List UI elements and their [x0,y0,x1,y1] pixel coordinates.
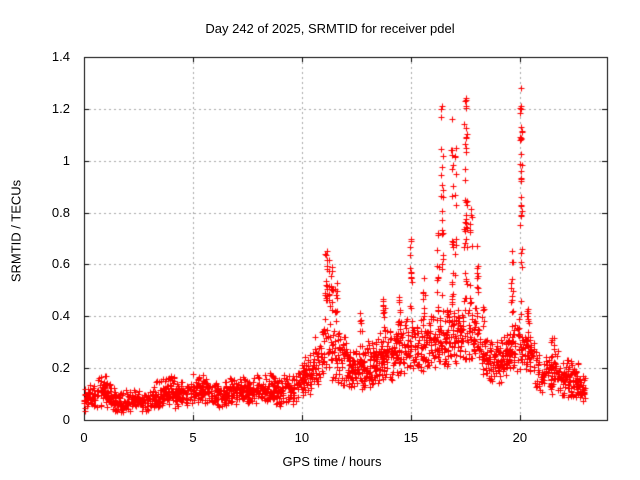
x-tick-label: 15 [403,430,419,445]
y-tick-label: 0.8 [51,204,70,220]
y-tick-label: 0.6 [51,256,70,272]
y-tick-label: 1.2 [51,100,70,116]
x-tick-label: 10 [294,430,310,445]
y-tick-label: 1.4 [51,49,70,64]
x-axis-label: GPS time / hours [282,454,382,469]
y-tick-label: 0 [62,412,70,427]
y-tick-label: 0.4 [51,308,70,324]
chart-title: Day 242 of 2025, SRMTID for receiver pde… [205,21,455,36]
y-tick-label: 1 [62,152,70,168]
x-tick-label: 0 [80,430,88,445]
y-tick-label: 0.2 [51,360,70,376]
x-tick-label: 20 [512,430,528,445]
x-tick-label: 5 [189,430,197,445]
